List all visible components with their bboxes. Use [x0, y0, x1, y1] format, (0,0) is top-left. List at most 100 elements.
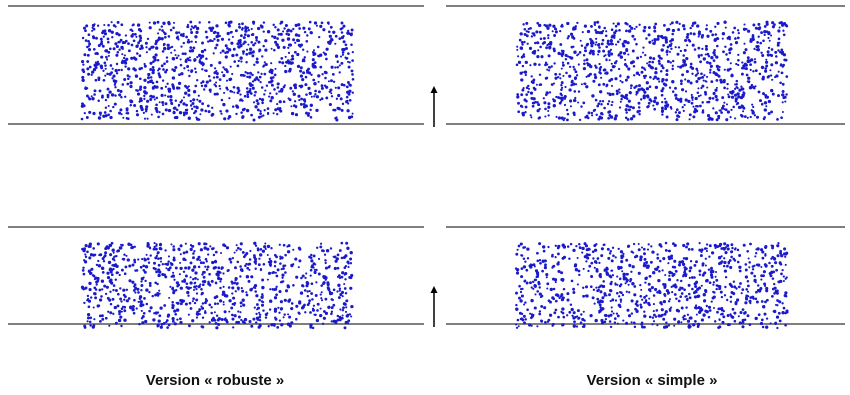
particle	[768, 261, 771, 265]
particle	[109, 302, 113, 306]
particle	[702, 57, 706, 61]
particle	[138, 100, 141, 103]
particle	[763, 25, 767, 28]
particle	[683, 268, 687, 272]
particle	[735, 62, 738, 66]
particle	[287, 46, 290, 49]
particle	[133, 283, 137, 287]
particle	[564, 53, 568, 57]
particle	[209, 245, 212, 248]
particle	[297, 43, 301, 47]
particle	[294, 257, 298, 261]
particle	[747, 284, 750, 288]
particle	[193, 58, 197, 62]
particle	[93, 278, 96, 281]
particle	[706, 34, 710, 38]
particle	[132, 39, 136, 43]
particle	[339, 55, 343, 58]
particle	[227, 38, 231, 41]
particle	[343, 283, 346, 285]
particle	[648, 56, 653, 60]
particle	[777, 29, 781, 33]
particle	[677, 263, 682, 267]
particle	[195, 292, 199, 295]
particle	[298, 27, 301, 30]
particle	[731, 307, 735, 311]
particle	[345, 47, 348, 50]
particle	[603, 314, 607, 317]
particle	[607, 116, 610, 120]
particle	[614, 24, 618, 28]
particle	[626, 118, 630, 121]
particle	[741, 321, 745, 324]
particle	[683, 270, 687, 274]
particle	[729, 43, 733, 46]
particle	[618, 106, 622, 109]
particle	[149, 61, 153, 65]
particle	[693, 48, 697, 51]
particle	[86, 294, 90, 298]
particle	[693, 263, 697, 267]
particle	[549, 66, 552, 69]
particle	[101, 44, 105, 48]
particle	[560, 293, 564, 297]
particle	[536, 325, 539, 328]
particle	[765, 317, 769, 320]
particle	[197, 285, 201, 289]
particle	[217, 322, 221, 327]
particle	[654, 85, 659, 90]
particle	[108, 298, 112, 302]
particle	[205, 80, 209, 84]
particle	[715, 118, 719, 122]
particle	[330, 291, 334, 295]
particle	[684, 78, 687, 81]
particle	[82, 70, 86, 74]
particle	[664, 83, 668, 87]
particle	[260, 86, 264, 89]
particle	[751, 103, 754, 106]
particle	[247, 43, 250, 46]
particle	[183, 279, 187, 283]
particle	[747, 76, 751, 80]
particle	[117, 318, 122, 323]
particle	[347, 29, 350, 32]
particle	[700, 86, 703, 90]
particle	[599, 308, 603, 312]
particle	[189, 28, 193, 31]
particle	[347, 322, 350, 325]
particle	[211, 40, 214, 43]
particle	[615, 43, 618, 46]
particle	[644, 281, 647, 284]
particle	[551, 277, 556, 281]
particle	[272, 112, 275, 115]
particle	[529, 64, 532, 67]
particle	[189, 20, 193, 24]
particle	[249, 83, 253, 87]
particle	[566, 298, 570, 302]
particle	[700, 250, 703, 254]
particle	[624, 58, 627, 61]
particle	[217, 317, 221, 321]
particle	[544, 115, 547, 118]
particle	[182, 113, 186, 117]
particle	[730, 290, 734, 295]
particle	[144, 110, 148, 113]
particle	[595, 113, 598, 117]
up-arrow-icon	[430, 286, 438, 327]
particle	[233, 281, 236, 285]
particle	[684, 90, 688, 93]
particle	[598, 67, 602, 70]
particle	[325, 47, 329, 51]
particle	[257, 115, 261, 119]
particle	[679, 97, 683, 101]
particle	[734, 37, 737, 40]
particle	[169, 95, 173, 99]
particle	[572, 111, 576, 115]
particle	[636, 56, 640, 60]
particle	[768, 272, 772, 275]
particle	[653, 99, 657, 104]
particle	[562, 118, 565, 122]
particle	[125, 299, 129, 303]
particle	[126, 258, 130, 262]
particle	[128, 279, 132, 283]
